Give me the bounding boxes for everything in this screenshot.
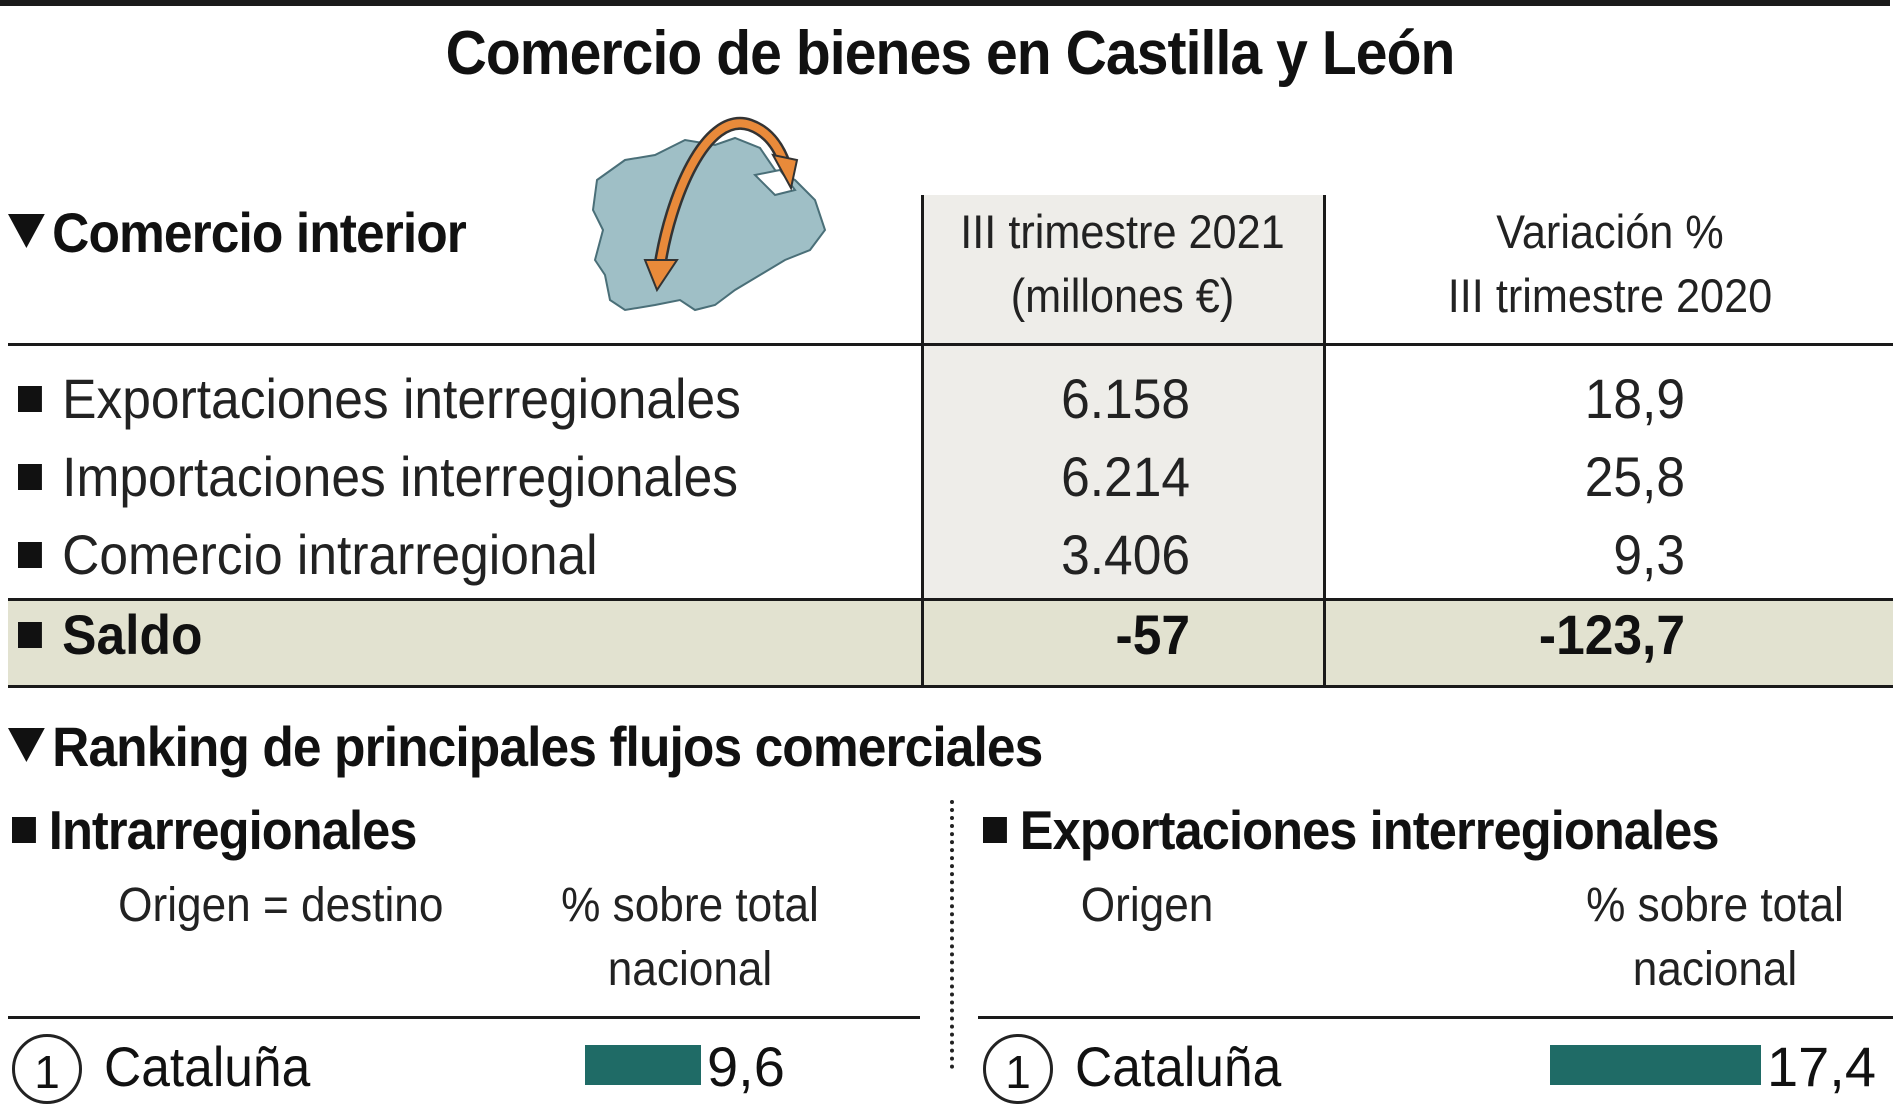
column-separator [950, 800, 954, 1069]
saldo-value: -57 [1115, 603, 1190, 666]
saldo-variation: -123,7 [1538, 603, 1685, 666]
square-bullet-icon [18, 464, 42, 491]
column-caption-pct-line2: nacional [607, 943, 773, 996]
ranking-rule [978, 1016, 1893, 1019]
column-header-value: III trimestre 2021 (millones €) [941, 200, 1304, 328]
header-rule [8, 343, 1893, 346]
rank-name: Cataluña [104, 1035, 311, 1098]
row-variation: 9,3 [1613, 523, 1685, 586]
subheading-intra-text: Intrarregionales [48, 799, 418, 861]
column-header-variation: Variación % III trimestre 2020 [1352, 200, 1867, 328]
rank-value: 17,4 [1767, 1035, 1876, 1098]
column-caption-pct: % sobre total nacional [552, 874, 828, 1002]
square-bullet-icon [18, 622, 42, 649]
rank-number: 1 [983, 1034, 1053, 1104]
column-caption-pct: % sobre total nacional [1577, 874, 1853, 1002]
column-header-value-line2: (millones €) [1010, 269, 1235, 322]
row-value: 6.214 [1061, 445, 1190, 508]
castilla-leon-map-icon [585, 100, 835, 320]
rank-bar [1550, 1045, 1761, 1085]
square-bullet-icon [12, 817, 36, 844]
ranking-rule [8, 1016, 920, 1019]
row-label-text: Exportaciones interregionales [62, 367, 741, 430]
section-heading-ranking: Ranking de principales flujos comerciale… [8, 714, 1043, 779]
page-title: Comercio de bienes en Castilla y León [445, 19, 1456, 88]
rank-value: 9,6 [707, 1035, 785, 1098]
column-header-value-line1: III trimestre 2021 [960, 205, 1285, 258]
row-value: 3.406 [1061, 523, 1190, 586]
subheading-intra: Intrarregionales [12, 798, 417, 862]
row-variation: 25,8 [1584, 445, 1685, 508]
column-divider [1323, 195, 1326, 688]
row-label-text: Comercio intrarregional [62, 523, 598, 586]
table-bottom-rule [8, 685, 1893, 688]
triangle-bullet-icon [8, 214, 45, 249]
row-label-text: Importaciones interregionales [62, 445, 739, 508]
saldo-highlight [8, 600, 1893, 686]
rank-bar [585, 1045, 701, 1085]
column-caption-pct-line2: nacional [1632, 943, 1798, 996]
column-header-variation-line2: III trimestre 2020 [1447, 269, 1773, 322]
subheading-export: Exportaciones interregionales [983, 798, 1720, 862]
row-value: 6.158 [1061, 367, 1190, 430]
table-row-label: Exportaciones interregionales [18, 366, 741, 431]
section-heading-ranking-text: Ranking de principales flujos comerciale… [52, 715, 1043, 778]
square-bullet-icon [983, 817, 1007, 844]
table-row-label: Importaciones interregionales [18, 444, 738, 509]
column-caption-origin: Origen [1080, 879, 1214, 932]
row-variation: 18,9 [1584, 367, 1685, 430]
square-bullet-icon [18, 542, 42, 569]
subheading-export-text: Exportaciones interregionales [1019, 799, 1720, 861]
column-divider [921, 195, 924, 688]
section-heading-interior-text: Comercio interior [52, 201, 467, 264]
column-highlight [922, 195, 1324, 600]
section-heading-interior: Comercio interior [8, 200, 467, 265]
column-caption-origin: Origen = destino [118, 879, 444, 932]
curved-double-arrow-icon [656, 119, 789, 266]
rank-number: 1 [12, 1034, 82, 1104]
square-bullet-icon [18, 386, 42, 413]
table-row-label: Comercio intrarregional [18, 522, 598, 587]
column-caption-pct-line1: % sobre total [561, 879, 819, 932]
saldo-rule [8, 598, 1893, 601]
top-rule [0, 0, 1890, 6]
saldo-label: Saldo [18, 602, 202, 667]
column-caption-pct-line1: % sobre total [1586, 879, 1844, 932]
triangle-bullet-icon [8, 728, 45, 763]
column-header-variation-line1: Variación % [1496, 205, 1724, 258]
saldo-label-text: Saldo [62, 603, 203, 666]
rank-name: Cataluña [1075, 1035, 1282, 1098]
